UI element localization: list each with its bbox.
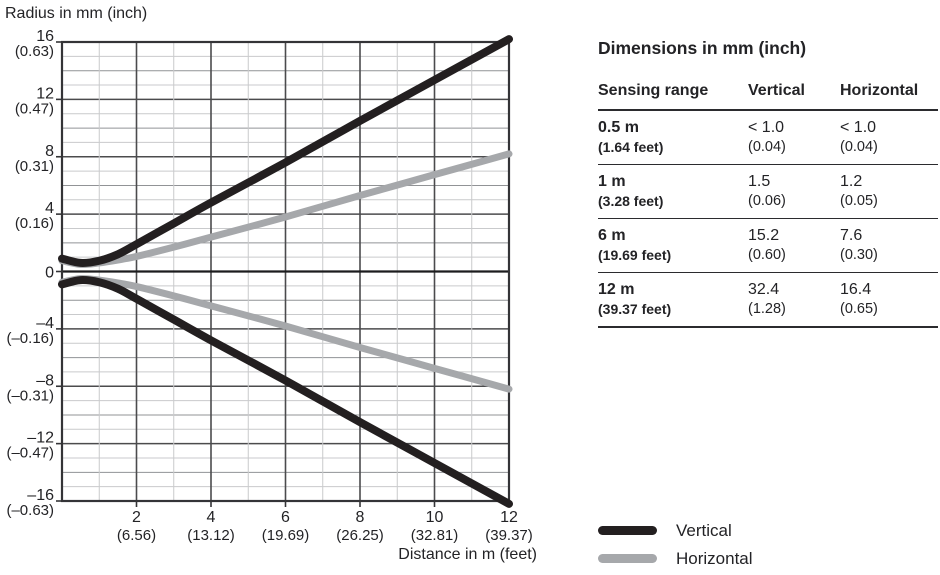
x-tick-sublabel: (26.25) xyxy=(336,527,384,544)
x-tick-sublabel: (6.56) xyxy=(117,527,156,544)
x-tick-label: 10 xyxy=(426,509,444,526)
table-row: 12 m (39.37 feet) 32.4 (1.28) 16.4 (0.65… xyxy=(598,273,938,328)
y-tick-sublabel: (0.47) xyxy=(15,100,54,117)
sensing-range-cell: 6 m (19.69 feet) xyxy=(598,227,672,263)
y-tick-label: –16 xyxy=(27,487,54,504)
horizontal-value-cell: 16.4 (0.65) xyxy=(840,281,878,317)
x-tick-sublabel: (32.81) xyxy=(411,527,459,544)
y-tick-sublabel: (–0.47) xyxy=(6,445,54,462)
y-tick-label: 4 xyxy=(45,200,54,217)
horizontal-value-cell: 7.6 (0.30) xyxy=(840,227,878,263)
chart-legend: Vertical Horizontal xyxy=(598,521,753,575)
horizontal-value-cell: 1.2 (0.05) xyxy=(840,173,878,209)
y-tick-label: 8 xyxy=(45,143,54,160)
series-curve-vertical xyxy=(58,276,513,508)
x-tick-label: 12 xyxy=(500,509,518,526)
x-tick-sublabel: (13.12) xyxy=(187,527,235,544)
table-row: 0.5 m (1.64 feet) < 1.0 (0.04) < 1.0 (0.… xyxy=(598,111,938,165)
col-header-horizontal: Horizontal xyxy=(840,82,919,99)
y-tick-sublabel: (–0.63) xyxy=(6,502,54,519)
y-tick-label: 16 xyxy=(36,28,54,45)
vertical-line-swatch xyxy=(598,526,657,535)
y-tick-sublabel: (–0.16) xyxy=(6,330,54,347)
dimensions-panel: Dimensions in mm (inch) Sensing range Ve… xyxy=(598,38,938,328)
dimensions-table: Sensing range Vertical Horizontal 0.5 m … xyxy=(598,82,938,328)
legend-label-vertical: Vertical xyxy=(676,520,732,540)
x-tick-sublabel: (19.69) xyxy=(262,527,310,544)
y-tick-sublabel: (0.31) xyxy=(15,158,54,175)
y-tick-label: 0 xyxy=(45,265,54,282)
x-tick-label: 8 xyxy=(356,509,365,526)
vertical-value-cell: 1.5 (0.06) xyxy=(748,173,786,209)
x-tick-label: 4 xyxy=(207,509,216,526)
legend-item-horizontal: Horizontal xyxy=(598,549,753,568)
table-header-row: Sensing range Vertical Horizontal xyxy=(598,82,938,111)
sensing-range-cell: 0.5 m (1.64 feet) xyxy=(598,119,664,155)
x-tick-label: 6 xyxy=(281,509,290,526)
y-tick-label: –8 xyxy=(36,372,54,389)
legend-item-vertical: Vertical xyxy=(598,521,753,540)
beam-radius-chart: 16(0.63)12(0.47)8(0.31)4(0.16)0–4(–0.16)… xyxy=(6,28,533,544)
legend-label-horizontal: Horizontal xyxy=(676,548,753,568)
horizontal-value-cell: < 1.0 (0.04) xyxy=(840,119,878,155)
sensing-range-cell: 1 m (3.28 feet) xyxy=(598,173,664,209)
vertical-value-cell: 15.2 (0.60) xyxy=(748,227,786,263)
y-tick-sublabel: (–0.31) xyxy=(6,387,54,404)
table-row: 1 m (3.28 feet) 1.5 (0.06) 1.2 (0.05) xyxy=(598,165,938,219)
y-tick-sublabel: (0.16) xyxy=(15,215,54,232)
y-tick-label: 12 xyxy=(36,85,54,102)
x-axis-title: Distance in m (feet) xyxy=(398,546,537,563)
y-tick-sublabel: (0.63) xyxy=(15,43,54,60)
x-tick-label: 2 xyxy=(132,509,141,526)
table-row: 6 m (19.69 feet) 15.2 (0.60) 7.6 (0.30) xyxy=(598,219,938,273)
vertical-value-cell: < 1.0 (0.04) xyxy=(748,119,786,155)
horizontal-line-swatch xyxy=(598,554,657,563)
series-curve-vertical xyxy=(58,35,513,267)
vertical-value-cell: 32.4 (1.28) xyxy=(748,281,786,317)
col-header-vertical: Vertical xyxy=(748,82,805,99)
y-axis-title: Radius in mm (inch) xyxy=(5,5,148,22)
y-tick-label: –12 xyxy=(27,430,54,447)
sensing-range-cell: 12 m (39.37 feet) xyxy=(598,281,672,317)
y-tick-label: –4 xyxy=(36,315,54,332)
col-header-sensing-range: Sensing range xyxy=(598,82,709,99)
x-tick-sublabel: (39.37) xyxy=(485,527,533,544)
dimensions-table-title: Dimensions in mm (inch) xyxy=(598,38,807,58)
